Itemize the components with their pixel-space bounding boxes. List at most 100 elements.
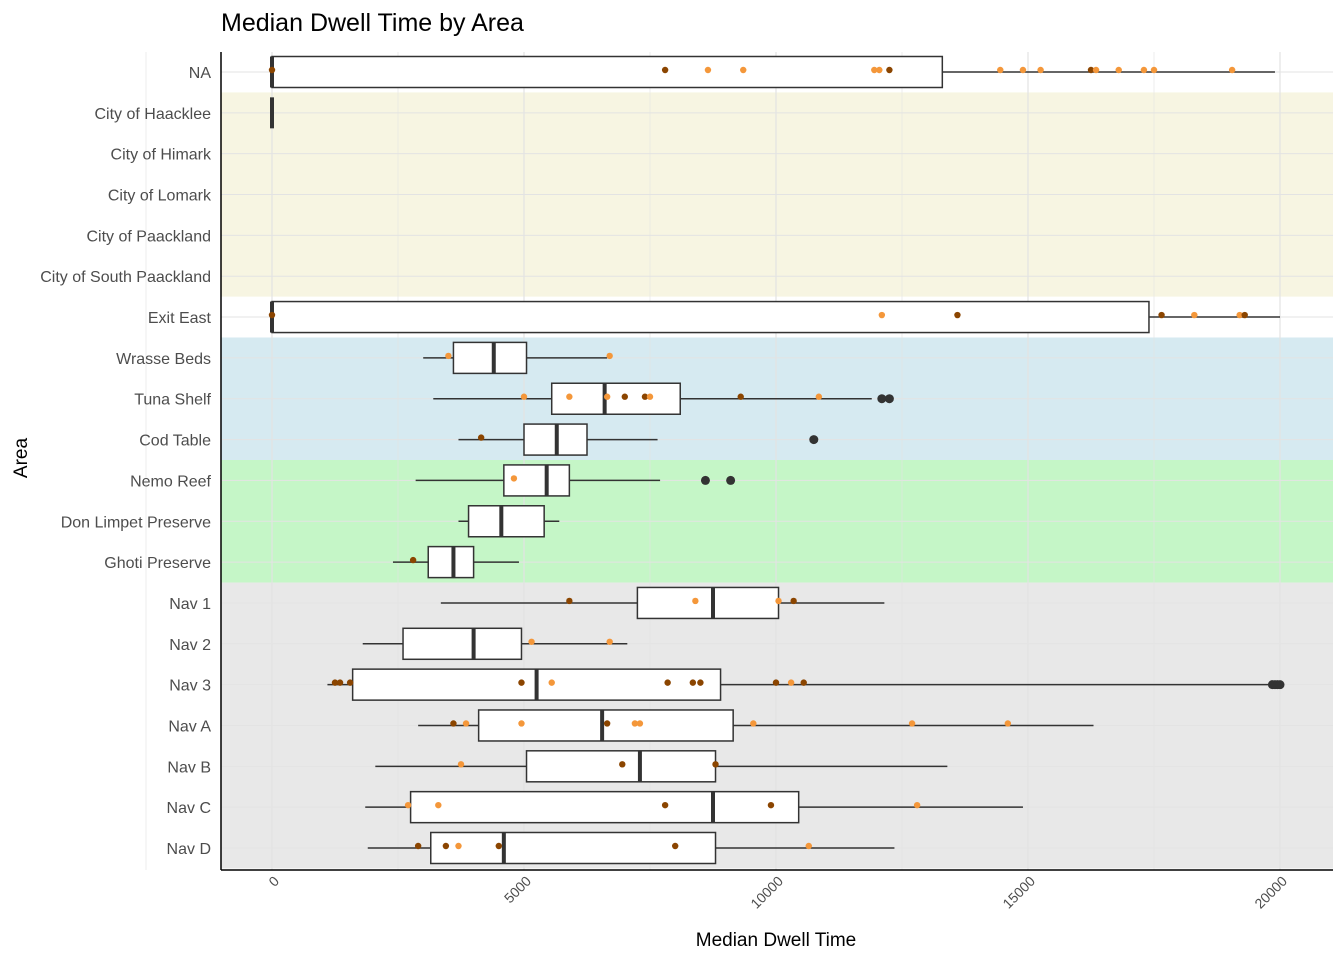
y-tick-label: Exit East xyxy=(148,310,212,327)
data-point xyxy=(603,720,611,727)
data-point xyxy=(1191,311,1198,319)
x-tick-label: 10000 xyxy=(747,873,786,912)
box-nav-c xyxy=(365,790,1023,824)
x-axis-title: Median Dwell Time xyxy=(696,930,857,951)
y-tick-label: City of South Paackland xyxy=(40,269,211,286)
data-point xyxy=(606,352,613,360)
box-iqr xyxy=(467,505,545,538)
outlier-point xyxy=(884,394,894,404)
data-point xyxy=(566,393,573,400)
data-point xyxy=(815,393,823,400)
data-point xyxy=(908,720,916,727)
box-iqr xyxy=(636,586,780,620)
box-iqr xyxy=(402,627,523,661)
box-nav-2 xyxy=(362,627,628,661)
data-point xyxy=(477,434,485,441)
data-point xyxy=(462,720,470,727)
data-point xyxy=(520,393,528,400)
data-point xyxy=(661,801,669,809)
data-point xyxy=(621,393,628,400)
x-tick-label: 5000 xyxy=(501,873,534,906)
y-tick-labels: NA City of Haacklee City of Himark City of … xyxy=(40,65,212,858)
data-point xyxy=(871,66,878,74)
y-tick-label: City of Lomark xyxy=(108,188,212,205)
data-point xyxy=(697,679,704,686)
data-point xyxy=(661,66,669,74)
data-point xyxy=(495,842,502,850)
box-don-limpet-preserve xyxy=(458,505,560,538)
box-na xyxy=(270,55,1275,89)
data-point xyxy=(646,393,654,400)
y-tick-label: Ghoti Preserve xyxy=(104,555,211,572)
data-point xyxy=(775,597,782,605)
data-point xyxy=(510,475,518,482)
data-point xyxy=(1241,311,1248,319)
data-point xyxy=(1150,66,1158,74)
data-point xyxy=(450,720,457,727)
data-point xyxy=(1019,66,1027,74)
chart-title: Median Dwell Time by Area xyxy=(221,9,524,37)
outlier-point xyxy=(700,475,710,485)
y-tick-label: Nav C xyxy=(167,800,211,817)
data-point xyxy=(336,679,344,686)
data-point xyxy=(442,842,450,850)
y-tick-label: Nemo Reef xyxy=(130,473,211,490)
x-tick-label: 20000 xyxy=(1251,873,1290,912)
box-cod-table xyxy=(458,423,819,456)
data-point xyxy=(518,679,525,686)
outlier-point xyxy=(809,435,819,445)
data-point xyxy=(689,679,697,686)
box-exit-east xyxy=(270,300,1280,334)
data-point xyxy=(1115,66,1122,74)
outlier-point xyxy=(877,394,887,404)
data-point xyxy=(740,66,747,74)
box-iqr xyxy=(409,790,800,824)
data-point xyxy=(886,66,893,74)
y-tick-label: Wrasse Beds xyxy=(116,351,211,368)
data-point xyxy=(518,720,525,727)
y-tick-label: Nav 1 xyxy=(169,596,211,613)
y-tick-label: City of Himark xyxy=(111,147,212,164)
data-point xyxy=(1037,66,1044,74)
box-iqr xyxy=(430,831,717,865)
data-point xyxy=(548,679,555,686)
data-point xyxy=(913,801,921,809)
data-point xyxy=(346,679,354,686)
outlier-point xyxy=(1275,680,1285,690)
x-tick-label: 15000 xyxy=(999,873,1038,912)
y-tick-label: Nav 3 xyxy=(169,678,211,695)
data-point xyxy=(268,311,276,319)
y-tick-label: Tuna Shelf xyxy=(134,392,211,409)
data-point xyxy=(1087,66,1095,74)
box-nav-1 xyxy=(440,586,885,620)
y-axis-title: Area xyxy=(11,438,32,479)
x-tick-label: 0 xyxy=(265,873,282,890)
data-point xyxy=(268,66,276,74)
data-point xyxy=(455,842,462,850)
data-point xyxy=(445,352,452,360)
box-layer xyxy=(270,55,1285,865)
data-point xyxy=(331,679,339,686)
data-point xyxy=(1158,311,1165,319)
data-point xyxy=(737,393,744,400)
data-point xyxy=(619,761,626,768)
data-point xyxy=(1228,66,1236,74)
data-point xyxy=(876,66,883,74)
y-tick-label: Nav B xyxy=(167,759,211,776)
data-point xyxy=(750,720,757,727)
box-tuna-shelf xyxy=(433,382,894,415)
data-point xyxy=(409,556,417,564)
data-point xyxy=(954,311,961,319)
data-point xyxy=(1236,311,1243,319)
data-point xyxy=(772,679,780,686)
box-wrasse-beds xyxy=(423,341,608,375)
data-point xyxy=(404,801,412,809)
data-point xyxy=(528,638,535,645)
data-point xyxy=(878,311,886,319)
box-nav-d xyxy=(367,831,895,865)
data-point xyxy=(787,679,795,686)
data-point xyxy=(790,597,797,605)
data-point xyxy=(712,761,719,768)
data-point xyxy=(704,66,712,74)
